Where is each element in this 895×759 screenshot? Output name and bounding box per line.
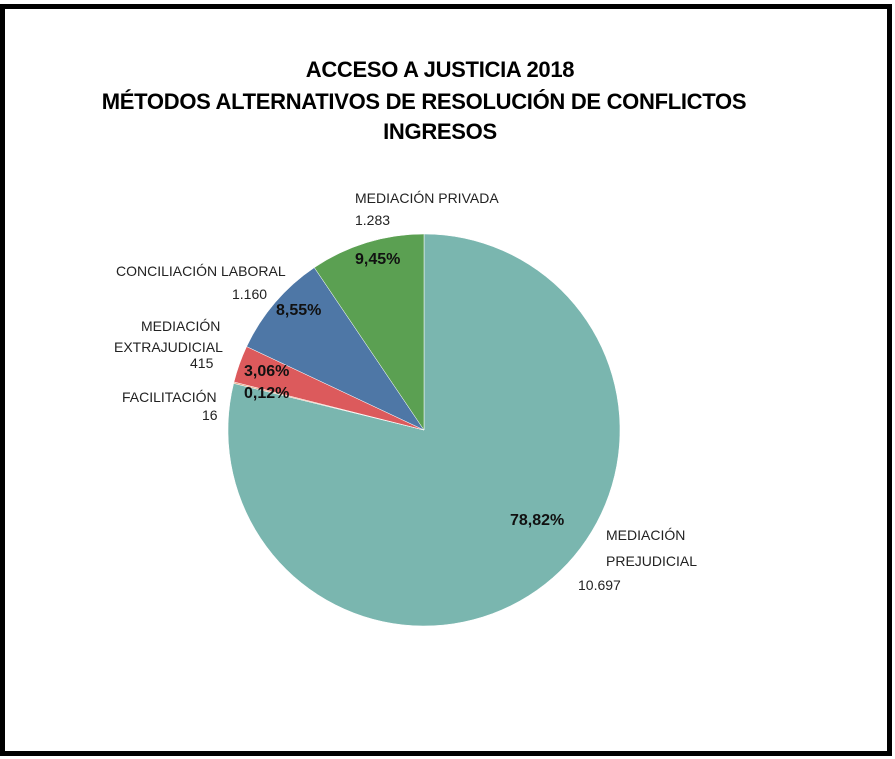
chart-title: ACCESO A JUSTICIA 2018	[305, 57, 575, 82]
label-mediacion-privada: MEDIACIÓN PRIVADA	[355, 190, 499, 206]
label-mediacion-prejudicial-1: MEDIACIÓN	[606, 527, 686, 543]
pct-mediacion-privada: 9,45%	[355, 251, 401, 268]
value-mediacion-extrajudicial: 415	[190, 355, 214, 371]
label-mediacion-prejudicial-2: PREJUDICIAL	[606, 553, 698, 569]
value-mediacion-privada: 1.283	[355, 212, 391, 228]
value-facilitacion: 16	[202, 407, 218, 423]
value-conciliacion-laboral: 1.160	[232, 286, 268, 302]
value-mediacion-prejudicial: 10.697	[578, 577, 621, 593]
slice-mediacion-prejudicial	[227, 233, 621, 627]
chart-subtitle-2: INGRESOS	[383, 119, 497, 144]
chart-subtitle: MÉTODOS ALTERNATIVOS DE RESOLUCIÓN DE CO…	[101, 89, 747, 114]
label-mediacion-extrajudicial-2: EXTRAJUDICIAL	[114, 339, 223, 355]
pct-mediacion-prejudicial: 78,82%	[510, 512, 565, 529]
pct-mediacion-extrajudicial: 3,06%	[244, 363, 290, 380]
slice-conciliacion-laboral	[246, 267, 425, 431]
pct-conciliacion-laboral: 8,55%	[276, 302, 322, 319]
pct-facilitacion: 0,12%	[244, 385, 290, 402]
label-facilitacion: FACILITACIÓN	[122, 389, 217, 405]
slice-mediacion-privada	[313, 233, 425, 431]
label-conciliacion-laboral: CONCILIACIÓN LABORAL	[116, 263, 286, 279]
label-mediacion-extrajudicial-1: MEDIACIÓN	[141, 318, 221, 334]
